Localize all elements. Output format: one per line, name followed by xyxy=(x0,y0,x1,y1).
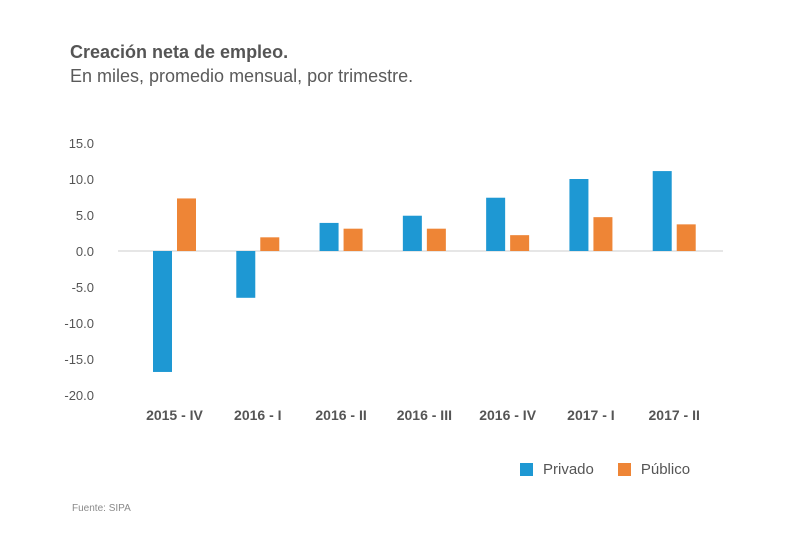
legend-label-publico: Público xyxy=(640,461,691,478)
legend-swatch-privado xyxy=(520,463,533,476)
x-category-label: 2016 - IV xyxy=(479,407,536,423)
bar-publico xyxy=(260,237,280,251)
bar-publico xyxy=(510,235,530,251)
x-category-label: 2015 - IV xyxy=(146,407,203,423)
y-tick-label: -10.0 xyxy=(64,316,94,331)
bar-publico xyxy=(343,228,363,251)
bar-privado xyxy=(652,171,672,251)
bar-privado xyxy=(402,215,422,251)
x-category-label: 2017 - I xyxy=(567,407,614,423)
y-tick-label: 5.0 xyxy=(76,208,94,223)
y-tick-label: -20.0 xyxy=(64,388,94,403)
y-tick-label: -5.0 xyxy=(72,280,94,295)
source-note: Fuente: SIPA xyxy=(72,503,131,514)
legend-label-privado: Privado xyxy=(543,461,594,478)
y-tick-label: -15.0 xyxy=(64,352,94,367)
y-tick-label: 0.0 xyxy=(76,244,94,259)
bar-privado xyxy=(319,222,339,251)
legend-item-privado: Privado xyxy=(520,461,594,478)
bar-publico xyxy=(426,228,446,251)
bar-privado xyxy=(486,197,506,251)
legend-item-publico: Público xyxy=(617,461,691,478)
bar-publico xyxy=(177,198,196,251)
bar-privado xyxy=(236,251,256,298)
chart-subtitle: En miles, promedio mensual, por trimestr… xyxy=(70,66,414,86)
legend-swatch-publico xyxy=(617,463,631,476)
x-category-label: 2017 - II xyxy=(649,407,700,423)
bar-privado xyxy=(569,179,589,251)
chart-legend: Privado Público xyxy=(520,461,714,478)
bar-publico xyxy=(676,224,696,251)
chart-title: Creación neta de empleo. xyxy=(70,42,289,62)
y-tick-label: 15.0 xyxy=(69,136,94,151)
bar-publico xyxy=(593,217,613,251)
x-category-label: 2016 - III xyxy=(397,407,452,423)
bar-privado xyxy=(153,251,172,372)
y-tick-label: 10.0 xyxy=(69,172,94,187)
x-category-label: 2016 - I xyxy=(234,407,281,423)
x-category-label: 2016 - II xyxy=(315,407,366,423)
